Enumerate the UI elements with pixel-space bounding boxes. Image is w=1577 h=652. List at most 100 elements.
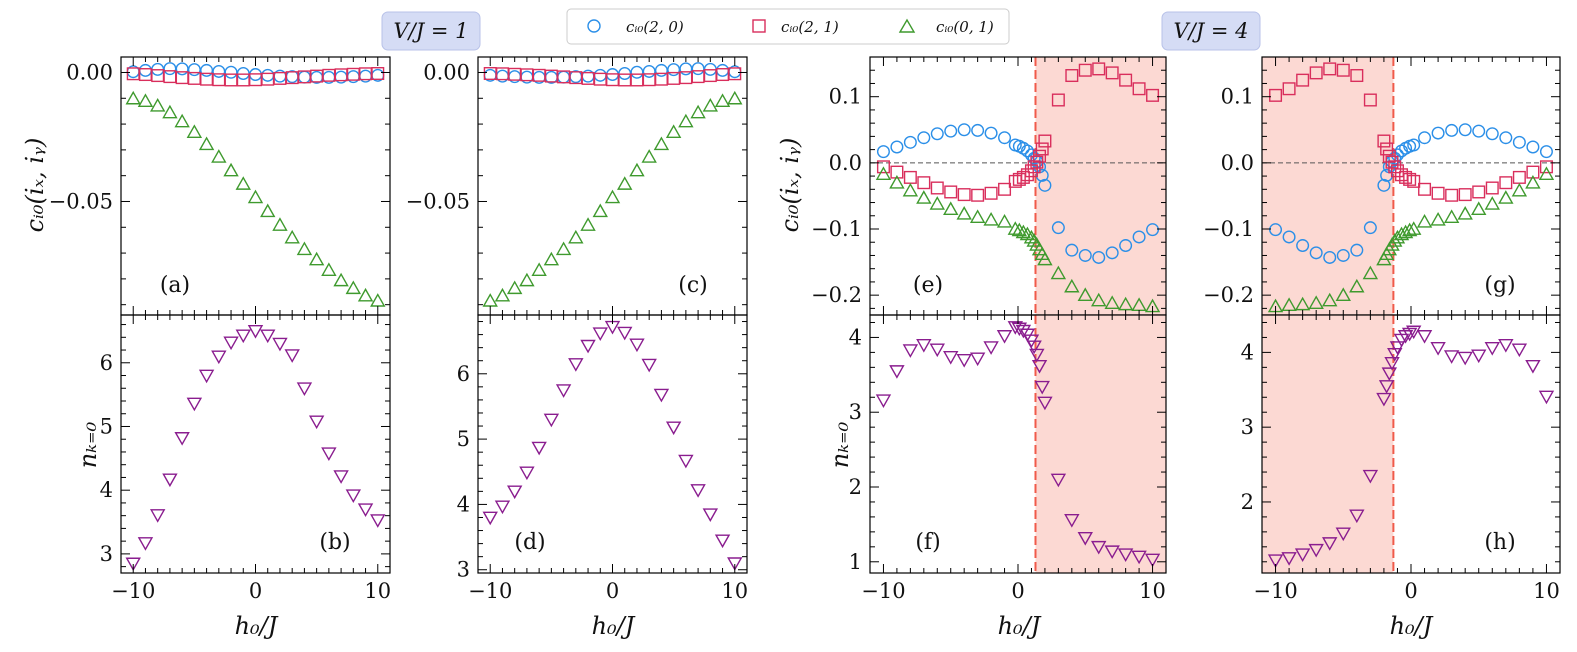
- title-v4-text: V/J = 4: [1174, 19, 1249, 43]
- data-point: [1269, 88, 1283, 102]
- x-tick-label: 10: [364, 579, 391, 603]
- data-point: [1038, 134, 1052, 148]
- y-tick-label: 4: [1241, 340, 1254, 364]
- data-point: [519, 272, 535, 287]
- data-point: [1132, 82, 1146, 96]
- data-point: [1007, 221, 1024, 235]
- panels-layer: 0.00−0.05(a)−10 0 103456(b)0.00−0.05(c)−10…: [49, 56, 1561, 603]
- data-point: [929, 343, 945, 358]
- data-point: [1431, 186, 1445, 200]
- data-point: [1431, 126, 1445, 140]
- data-point: [1309, 246, 1323, 260]
- y-tick-label: 0.1: [829, 85, 862, 109]
- panel-label-d: (d): [514, 530, 545, 555]
- data-point: [212, 64, 226, 78]
- y-tick-label: 6: [100, 351, 113, 375]
- data-point: [917, 176, 931, 190]
- legend-label-c21: cᵢ₀(2, 1): [781, 18, 839, 36]
- legend: cᵢ₀(2, 0) cᵢ₀(2, 1) cᵢ₀(0, 1): [566, 8, 1010, 45]
- data-point: [321, 447, 337, 461]
- data-point: [1389, 341, 1406, 355]
- data-point: [1144, 553, 1161, 568]
- data-point: [531, 262, 547, 277]
- data-point: [1350, 69, 1364, 83]
- data-point: [1323, 250, 1337, 264]
- data-point: [593, 68, 607, 82]
- data-point: [1077, 531, 1093, 546]
- data-point: [714, 534, 731, 549]
- data-point: [665, 421, 682, 436]
- ylabel-nk-left: nₖ₌₀: [74, 421, 102, 468]
- data-point: [296, 241, 313, 256]
- data-point: [902, 344, 919, 358]
- data-point: [1050, 473, 1067, 488]
- xlabel-col3: h₀/J: [998, 612, 1042, 640]
- data-point: [1512, 135, 1526, 149]
- panel-d: −10 0 10 3 4 5 6 (d): [457, 314, 748, 603]
- data-point: [1418, 182, 1432, 196]
- data-point: [1335, 287, 1351, 302]
- ylabel-nk-right: nₖ₌₀: [826, 421, 854, 468]
- data-point: [1406, 325, 1422, 340]
- data-point: [1362, 469, 1379, 484]
- data-point: [1336, 63, 1350, 77]
- panel-label-f: (f): [915, 530, 940, 555]
- data-point: [1471, 201, 1487, 216]
- data-point: [149, 98, 166, 112]
- ylabel-corr-right: cᵢ₀(iₓ, iᵧ): [776, 138, 804, 233]
- data-point: [727, 557, 743, 571]
- data-point: [617, 326, 633, 341]
- title-v4: V/J = 4: [1161, 11, 1261, 51]
- data-point: [875, 166, 892, 180]
- series-n_{k=0}: [125, 325, 386, 572]
- y-tick-label: 0.0: [829, 151, 862, 175]
- data-point: [944, 124, 958, 138]
- data-point: [1349, 278, 1365, 293]
- title-v4-box: [1161, 11, 1261, 51]
- data-point: [568, 358, 584, 372]
- data-point: [667, 63, 681, 77]
- data-point: [929, 196, 945, 210]
- data-point: [187, 63, 201, 77]
- data-point: [174, 113, 190, 128]
- data-point: [261, 68, 275, 82]
- plot-area-a: [125, 62, 386, 307]
- data-point: [1020, 168, 1034, 182]
- series-c_{i0}(2,1): [126, 67, 385, 87]
- data-point: [998, 131, 1012, 145]
- data-point: [1525, 359, 1541, 374]
- data-point: [1458, 188, 1472, 202]
- data-point: [1146, 88, 1160, 102]
- ylabel-corr-left: cᵢ₀(iₓ, iᵧ): [21, 138, 49, 233]
- data-point: [1091, 292, 1107, 307]
- data-point: [285, 71, 299, 85]
- data-point: [629, 338, 645, 353]
- series-n_{k=0}: [875, 321, 1161, 568]
- data-point: [1390, 164, 1404, 178]
- data-point: [916, 190, 932, 204]
- data-point: [1033, 149, 1047, 163]
- data-point: [714, 93, 731, 108]
- data-point: [1376, 392, 1392, 407]
- data-point: [1388, 160, 1402, 174]
- data-point: [957, 123, 971, 137]
- data-point: [653, 388, 670, 403]
- data-point: [506, 280, 523, 295]
- data-point: [272, 337, 288, 352]
- series-c_{i0}(0,1): [875, 166, 1161, 313]
- data-point: [1457, 351, 1473, 366]
- data-point: [1294, 296, 1311, 311]
- data-point: [1064, 514, 1080, 528]
- data-point: [592, 327, 608, 342]
- data-point: [543, 251, 560, 266]
- y-tick-label: 3: [100, 542, 113, 566]
- data-point: [1498, 190, 1514, 204]
- data-point: [494, 500, 511, 515]
- x-tick-label: 0: [606, 579, 619, 603]
- data-point: [162, 104, 178, 119]
- data-point: [1015, 324, 1032, 339]
- data-point: [1117, 296, 1134, 311]
- data-point: [1485, 181, 1499, 195]
- data-point: [1026, 340, 1042, 355]
- data-point: [956, 206, 972, 220]
